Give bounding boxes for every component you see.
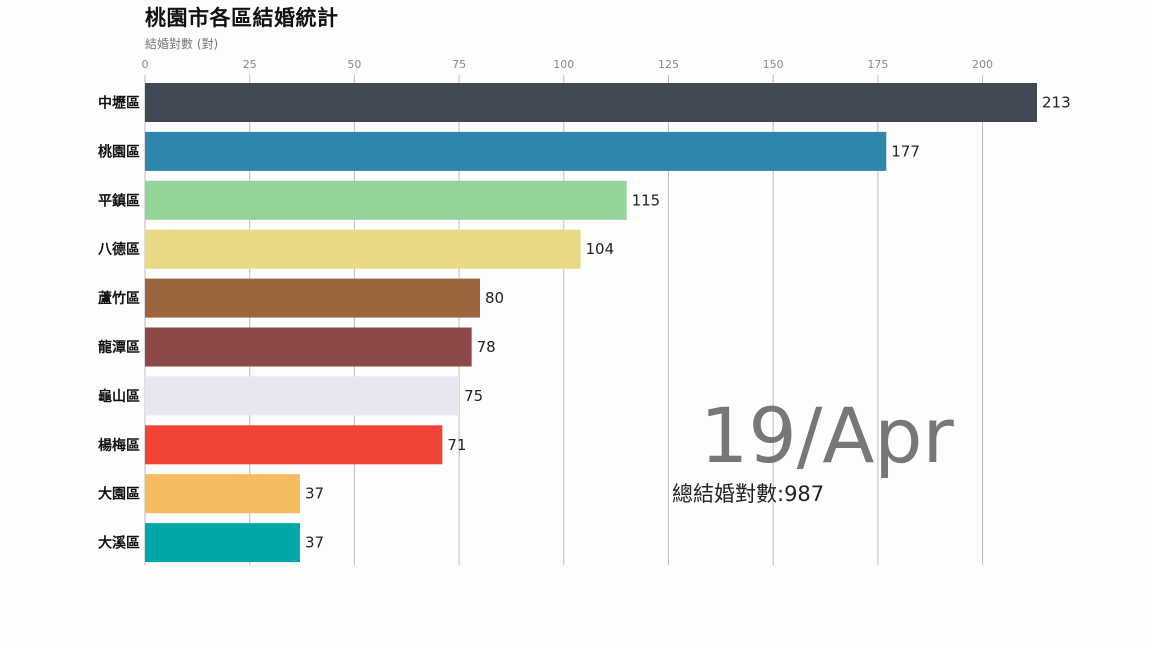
category-label: 楊梅區 bbox=[98, 437, 140, 454]
category-label: 平鎮區 bbox=[98, 192, 140, 209]
x-tick-label: 0 bbox=[142, 58, 149, 71]
bar bbox=[145, 376, 460, 416]
value-label: 177 bbox=[891, 142, 920, 160]
value-label: 37 bbox=[305, 534, 324, 552]
bar bbox=[145, 327, 472, 367]
value-label: 104 bbox=[586, 240, 615, 258]
category-label: 中壢區 bbox=[98, 95, 140, 112]
value-label: 115 bbox=[632, 191, 661, 209]
value-label: 71 bbox=[447, 436, 466, 454]
value-label: 213 bbox=[1042, 94, 1071, 112]
x-tick-label: 200 bbox=[972, 58, 993, 71]
bar bbox=[145, 229, 581, 269]
x-tick-label: 175 bbox=[867, 58, 888, 71]
bar bbox=[145, 180, 627, 220]
bar bbox=[145, 278, 481, 318]
chart-title: 桃園市各區結婚統計 bbox=[145, 6, 339, 30]
value-label: 78 bbox=[477, 338, 496, 356]
x-tick-label: 125 bbox=[658, 58, 679, 71]
bar bbox=[145, 523, 300, 563]
date-label: 19/Apr bbox=[700, 391, 954, 480]
value-label: 75 bbox=[464, 387, 483, 405]
total-marriages-label: 總結婚對數:987 bbox=[672, 482, 825, 506]
x-axis-label: 結婚對數 (對) bbox=[145, 37, 219, 51]
bar bbox=[145, 425, 443, 465]
x-tick-label: 100 bbox=[553, 58, 574, 71]
category-label: 大園區 bbox=[98, 486, 140, 503]
value-label: 80 bbox=[485, 289, 504, 307]
category-label: 龍潭區 bbox=[98, 339, 140, 356]
category-label: 蘆竹區 bbox=[98, 290, 140, 307]
x-tick-label: 25 bbox=[243, 58, 257, 71]
value-label: 37 bbox=[305, 485, 324, 503]
bar bbox=[145, 131, 887, 171]
x-tick-label: 50 bbox=[347, 58, 361, 71]
category-label: 八德區 bbox=[97, 241, 140, 258]
category-label: 大溪區 bbox=[98, 535, 140, 552]
category-label: 桃園區 bbox=[98, 143, 140, 160]
x-tick-label: 150 bbox=[763, 58, 784, 71]
x-tick-label: 75 bbox=[452, 58, 466, 71]
bar bbox=[145, 83, 1037, 122]
category-label: 龜山區 bbox=[98, 388, 140, 405]
bar bbox=[145, 474, 300, 514]
